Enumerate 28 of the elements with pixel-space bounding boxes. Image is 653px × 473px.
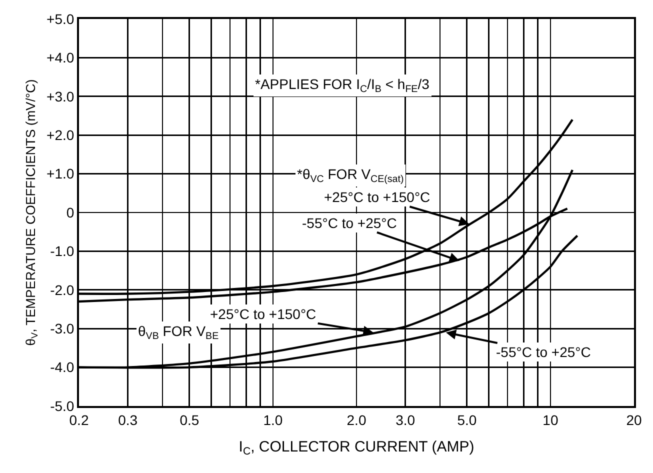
x-axis-title: I$_{C}$, COLLECTOR CURRENT (AMP) bbox=[238, 438, 474, 458]
annotation: θ$_{VB}$ FOR V$_{BE}$ bbox=[138, 323, 220, 342]
x-tick-label: 20 bbox=[626, 412, 642, 428]
y-tick-label: -2.0 bbox=[50, 282, 74, 298]
annotation: +25°C to +150°C bbox=[210, 306, 316, 322]
y-tick-label: +5.0 bbox=[46, 10, 74, 27]
y-tick-label: 0 bbox=[66, 204, 74, 220]
x-tick-label: 0.2 bbox=[69, 412, 89, 428]
annotation: +25°C to +150°C bbox=[324, 189, 430, 205]
y-tick-label: -3.0 bbox=[50, 320, 74, 336]
y-tick-label: +2.0 bbox=[46, 127, 74, 143]
y-tick-label: -1.0 bbox=[50, 243, 74, 260]
annotation: *θ$_{VC}$ FOR V$_{CE(sat)}$ bbox=[297, 166, 404, 185]
x-tick-label: 1.0 bbox=[263, 412, 283, 428]
y-tick-label: +4.0 bbox=[46, 50, 74, 66]
x-tick-label: 5.0 bbox=[457, 412, 477, 428]
x-tick-label: 0.5 bbox=[180, 412, 200, 428]
annotation: *APPLIES FOR I$_{C}$/I$_{B}$ < h$_{FE}$/3 bbox=[255, 76, 430, 95]
annotation: -55°C to +25°C bbox=[302, 215, 397, 231]
x-tick-label: 2.0 bbox=[346, 412, 366, 428]
x-tick-label: 3.0 bbox=[396, 412, 416, 428]
annotation: -55°C to +25°C bbox=[496, 344, 591, 360]
x-tick-label: 10 bbox=[542, 412, 558, 428]
y-tick-label: -4.0 bbox=[50, 359, 74, 376]
x-tick-label: 0.3 bbox=[118, 412, 138, 428]
y-tick-label: -5.0 bbox=[50, 398, 74, 414]
y-tick-label: +1.0 bbox=[46, 166, 74, 182]
y-tick-label: +3.0 bbox=[46, 88, 74, 104]
